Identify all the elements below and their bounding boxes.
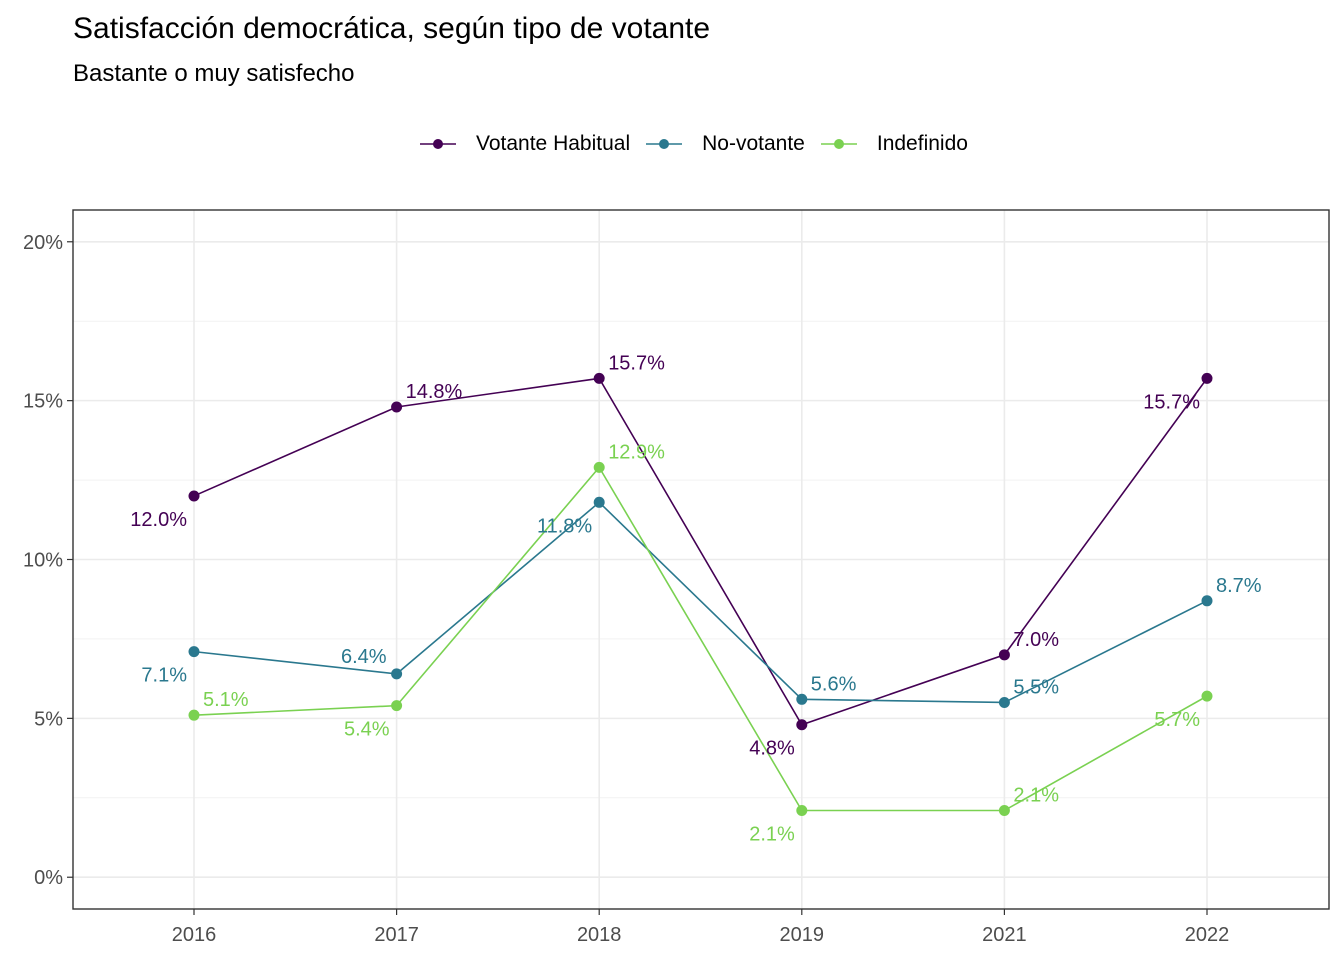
data-point-no-votante	[796, 693, 808, 705]
y-tick-label: 0%	[34, 867, 63, 889]
legend-key-indefinido	[820, 139, 857, 149]
data-point-indefinido	[188, 709, 200, 721]
legend-label-no-votante: No-votante	[702, 132, 805, 155]
data-label-votante-habitual: 15.7%	[1143, 391, 1200, 413]
x-tick-label: 2018	[577, 924, 622, 946]
legend-item-votante-habitual[interactable]: Votante Habitual	[418, 129, 630, 159]
x-tick-label: 2016	[172, 924, 217, 946]
data-point-indefinido	[593, 461, 605, 473]
y-tick-label: 10%	[23, 550, 63, 572]
legend-item-indefinido[interactable]: Indefinido	[819, 129, 968, 159]
data-label-votante-habitual: 12.0%	[130, 509, 187, 531]
series-line-no-votante	[193, 501, 1208, 704]
legend: Votante Habitual No-votante Indefinido	[418, 128, 982, 160]
data-point-no-votante	[391, 668, 403, 680]
data-point-no-votante	[188, 646, 200, 658]
data-point-votante-habitual	[1201, 372, 1213, 384]
data-label-no-votante: 5.5%	[1013, 676, 1059, 698]
x-tick-label: 2022	[1185, 924, 1230, 946]
y-tick-label: 15%	[23, 391, 63, 413]
chart-title: Satisfacción democrática, según tipo de …	[73, 12, 711, 45]
data-point-votante-habitual	[998, 649, 1010, 661]
data-label-indefinido: 2.1%	[749, 824, 795, 846]
data-label-votante-habitual: 15.7%	[608, 352, 665, 374]
legend-key-votante-habitual	[420, 139, 456, 149]
legend-key-no-votante	[646, 139, 683, 149]
data-label-no-votante: 5.6%	[811, 673, 857, 695]
y-tick-label: 20%	[23, 232, 63, 254]
legend-item-no-votante[interactable]: No-votante	[644, 129, 805, 159]
data-point-no-votante	[593, 496, 605, 508]
data-point-indefinido	[796, 805, 808, 817]
data-label-indefinido: 5.4%	[344, 719, 390, 741]
x-tick-label: 2019	[780, 924, 825, 946]
chart-subtitle: Bastante o muy satisfecho	[73, 60, 355, 87]
legend-label-indefinido: Indefinido	[876, 132, 968, 155]
data-label-no-votante: 8.7%	[1216, 575, 1262, 597]
data-label-votante-habitual: 7.0%	[1013, 629, 1059, 651]
data-label-no-votante: 11.8%	[537, 515, 592, 537]
y-tick-label: 5%	[34, 708, 63, 730]
series-line-indefinido	[193, 465, 1208, 812]
data-point-votante-habitual	[796, 719, 808, 731]
x-tick-label: 2017	[374, 924, 419, 946]
data-point-indefinido	[391, 700, 403, 712]
data-point-indefinido	[1201, 690, 1213, 702]
data-point-votante-habitual	[391, 401, 403, 413]
data-label-votante-habitual: 14.8%	[406, 381, 463, 403]
data-label-votante-habitual: 4.8%	[749, 738, 795, 760]
data-label-no-votante: 6.4%	[341, 646, 387, 668]
data-label-indefinido: 2.1%	[1013, 785, 1059, 807]
data-point-indefinido	[998, 805, 1010, 817]
data-point-no-votante	[998, 696, 1010, 708]
data-point-no-votante	[1201, 595, 1213, 607]
x-tick-label: 2021	[982, 924, 1027, 946]
data-point-votante-habitual	[188, 490, 200, 502]
data-label-indefinido: 5.1%	[203, 689, 249, 711]
legend-label-votante-habitual: Votante Habitual	[476, 132, 631, 155]
series-line-votante-habitual	[193, 377, 1208, 726]
data-point-votante-habitual	[593, 372, 605, 384]
data-label-indefinido: 12.9%	[608, 441, 665, 463]
data-label-no-votante: 7.1%	[141, 665, 187, 687]
data-label-indefinido: 5.7%	[1154, 709, 1200, 731]
